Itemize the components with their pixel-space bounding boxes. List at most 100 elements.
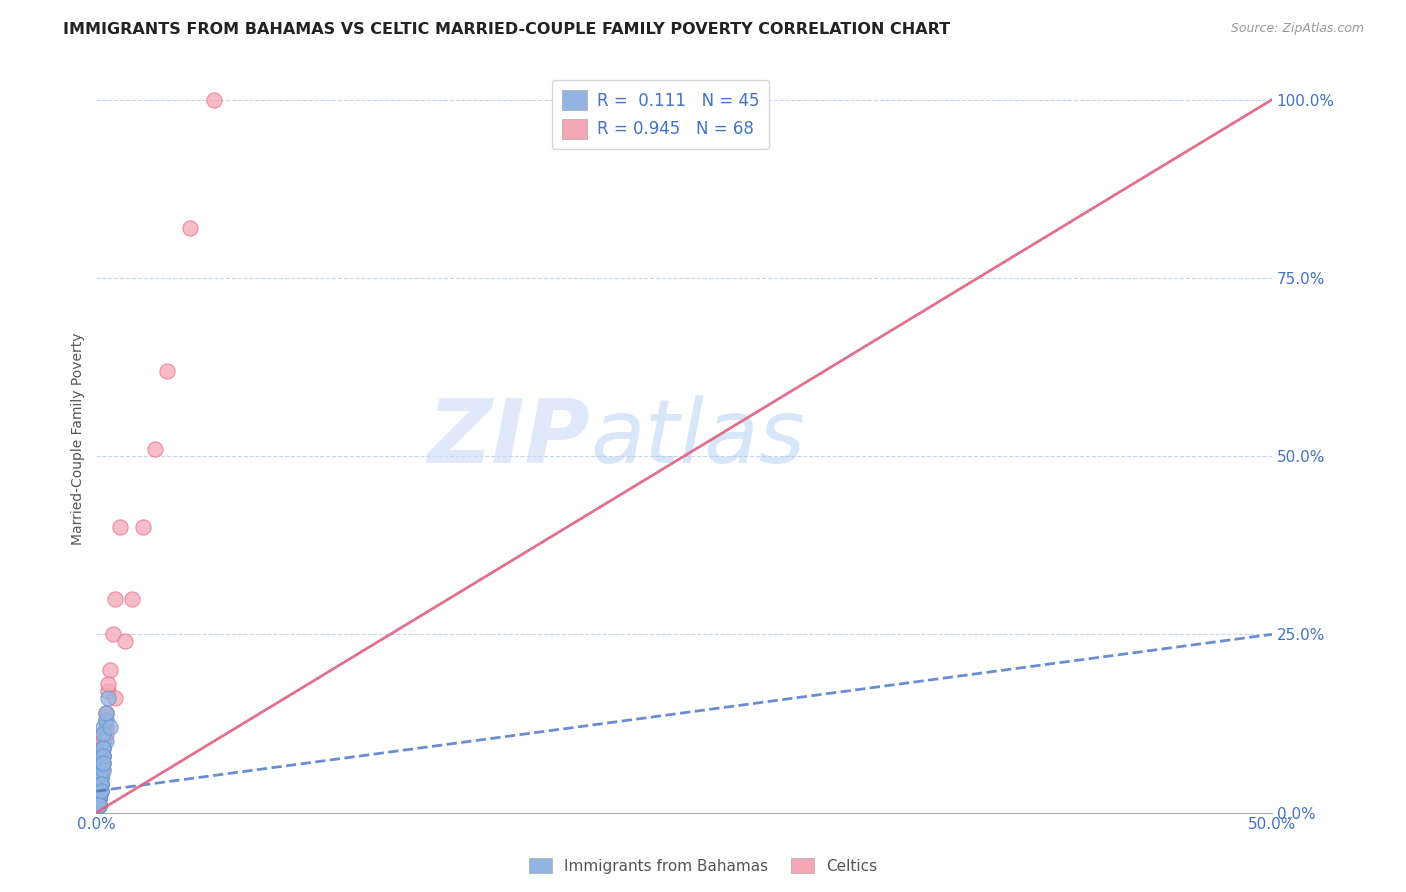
Point <box>90 763 112 777</box>
Point <box>90 777 112 791</box>
Point <box>93 727 115 741</box>
Point <box>93 748 115 763</box>
Point <box>87 798 110 813</box>
Point <box>93 756 115 770</box>
Text: atlas: atlas <box>591 395 806 482</box>
Point <box>101 627 124 641</box>
Point <box>93 748 115 763</box>
Point <box>87 798 110 813</box>
Point <box>93 756 115 770</box>
Point <box>100 663 122 677</box>
Point <box>87 798 110 813</box>
Point <box>202 93 225 107</box>
Point <box>87 798 110 813</box>
Point <box>143 442 166 456</box>
Point <box>87 791 110 805</box>
Point <box>87 798 110 813</box>
Point <box>87 798 110 813</box>
Point <box>87 798 110 813</box>
Point <box>87 791 110 805</box>
Point <box>90 770 112 784</box>
Point <box>90 763 112 777</box>
Point <box>93 756 115 770</box>
Point <box>132 520 155 534</box>
Point <box>87 784 110 798</box>
Point <box>93 741 115 756</box>
Point <box>121 591 143 606</box>
Point <box>90 777 112 791</box>
Point <box>90 770 112 784</box>
Point <box>87 791 110 805</box>
Point <box>90 784 112 798</box>
Point <box>108 520 131 534</box>
Y-axis label: Married-Couple Family Poverty: Married-Couple Family Poverty <box>72 332 86 544</box>
Point <box>90 784 112 798</box>
Point <box>93 741 115 756</box>
Point <box>93 720 115 734</box>
Point <box>90 784 112 798</box>
Point <box>90 748 112 763</box>
Point <box>114 634 136 648</box>
Point <box>90 770 112 784</box>
Point <box>93 756 115 770</box>
Point <box>87 798 110 813</box>
Point <box>93 748 115 763</box>
Point <box>87 798 110 813</box>
Point <box>87 798 110 813</box>
Point <box>87 798 110 813</box>
Point <box>90 763 112 777</box>
Point <box>93 741 115 756</box>
Point <box>93 734 115 748</box>
Point <box>90 748 112 763</box>
Point <box>179 221 201 235</box>
Point <box>87 798 110 813</box>
Point <box>90 763 112 777</box>
Point <box>90 770 112 784</box>
Point <box>90 770 112 784</box>
Legend: R =  0.111   N = 45, R = 0.945   N = 68: R = 0.111 N = 45, R = 0.945 N = 68 <box>553 80 769 149</box>
Point <box>97 677 120 691</box>
Point <box>94 720 117 734</box>
Text: Source: ZipAtlas.com: Source: ZipAtlas.com <box>1230 22 1364 36</box>
Point <box>90 770 112 784</box>
Point <box>93 741 115 756</box>
Point <box>87 791 110 805</box>
Point <box>94 720 117 734</box>
Point <box>104 691 127 706</box>
Point <box>90 777 112 791</box>
Point <box>87 798 110 813</box>
Point <box>90 756 112 770</box>
Point <box>94 706 117 720</box>
Point <box>87 798 110 813</box>
Point <box>97 684 120 698</box>
Point <box>87 798 110 813</box>
Point <box>90 777 112 791</box>
Point <box>93 748 115 763</box>
Point <box>94 713 117 727</box>
Point <box>93 763 115 777</box>
Point <box>90 777 112 791</box>
Point <box>90 784 112 798</box>
Point <box>87 777 110 791</box>
Point <box>90 770 112 784</box>
Point <box>87 784 110 798</box>
Point <box>94 706 117 720</box>
Point <box>87 791 110 805</box>
Point <box>87 791 110 805</box>
Point <box>93 734 115 748</box>
Point <box>87 798 110 813</box>
Point <box>90 777 112 791</box>
Point <box>104 591 127 606</box>
Point <box>94 706 117 720</box>
Point <box>87 791 110 805</box>
Legend: Immigrants from Bahamas, Celtics: Immigrants from Bahamas, Celtics <box>523 852 883 880</box>
Text: IMMIGRANTS FROM BAHAMAS VS CELTIC MARRIED-COUPLE FAMILY POVERTY CORRELATION CHAR: IMMIGRANTS FROM BAHAMAS VS CELTIC MARRIE… <box>63 22 950 37</box>
Point <box>94 727 117 741</box>
Point <box>90 777 112 791</box>
Point <box>87 791 110 805</box>
Point <box>94 713 117 727</box>
Point <box>93 727 115 741</box>
Point <box>94 734 117 748</box>
Point <box>87 798 110 813</box>
Point <box>93 748 115 763</box>
